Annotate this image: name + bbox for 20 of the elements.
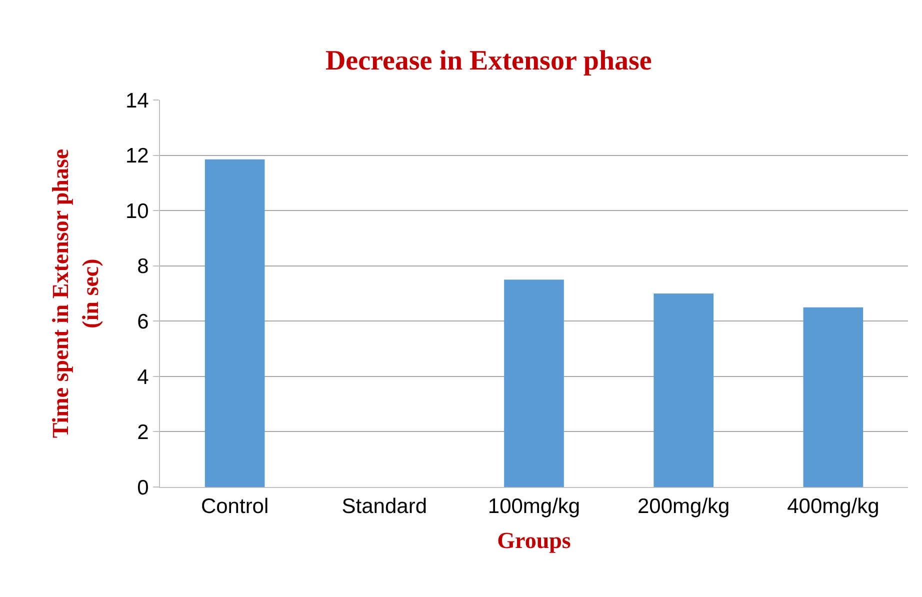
y-tick-label: 10	[125, 200, 149, 223]
y-tick-label: 4	[137, 366, 150, 389]
x-tick-label: 100mg/kg	[488, 495, 580, 518]
y-tick-label: 8	[137, 255, 149, 278]
y-tick-label: 2	[137, 421, 149, 444]
x-tick-label: Standard	[342, 495, 428, 518]
bar	[803, 307, 864, 487]
y-tick-label: 14	[125, 89, 150, 112]
y-axis-title: Time spent in Extensor phase (in sec)	[48, 148, 103, 438]
x-tick-label: Control	[200, 495, 269, 518]
y-tick-label: 6	[137, 310, 149, 334]
bar	[504, 280, 564, 487]
x-tick-label: 200mg/kg	[637, 495, 730, 518]
y-tick-label: 12	[125, 144, 149, 168]
chart-title: Decrease in Extensor phase	[325, 46, 652, 76]
x-tick-label: 400mg/kg	[787, 495, 880, 518]
bar	[654, 294, 714, 487]
y-tick-label: 0	[137, 476, 149, 500]
x-axis-title: Groups	[497, 528, 571, 553]
bar	[204, 159, 265, 487]
